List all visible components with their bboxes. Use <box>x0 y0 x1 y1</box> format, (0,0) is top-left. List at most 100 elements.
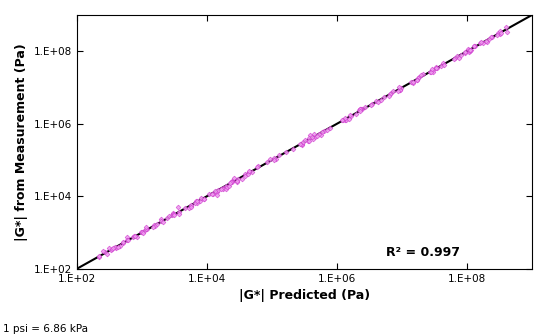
Point <box>275 152 284 157</box>
Point <box>308 135 317 140</box>
Point <box>211 188 219 193</box>
Point <box>409 80 417 86</box>
Point <box>245 169 253 174</box>
Point <box>170 212 178 217</box>
Point <box>475 41 484 46</box>
Point <box>222 186 230 191</box>
Point <box>432 65 441 71</box>
Point <box>224 183 233 188</box>
Point <box>130 233 138 239</box>
Point <box>298 142 307 148</box>
Point <box>374 99 382 105</box>
Point <box>389 89 398 94</box>
Point <box>230 175 238 181</box>
Point <box>150 223 159 229</box>
Point <box>219 186 228 191</box>
Point <box>208 191 217 197</box>
Point <box>455 55 463 60</box>
Point <box>461 50 470 56</box>
Point <box>102 251 111 257</box>
Point <box>484 37 493 42</box>
Point <box>465 47 474 53</box>
Point <box>295 142 304 147</box>
X-axis label: |G*| Predicted (Pa): |G*| Predicted (Pa) <box>239 289 370 302</box>
Point <box>439 62 448 67</box>
Point <box>463 46 472 51</box>
Point <box>346 114 355 119</box>
Point <box>157 218 166 224</box>
Point <box>95 254 103 259</box>
Point <box>222 183 230 188</box>
Point <box>482 38 491 43</box>
Point <box>385 93 393 99</box>
Point <box>371 99 380 104</box>
Point <box>129 234 137 239</box>
Point <box>187 203 196 209</box>
Point <box>461 49 470 54</box>
Point <box>101 249 109 254</box>
Point <box>496 29 504 34</box>
Point <box>469 43 478 48</box>
Point <box>470 44 479 49</box>
Point <box>395 87 404 92</box>
Point <box>301 138 310 143</box>
Point <box>418 71 427 76</box>
Point <box>131 233 139 239</box>
Point <box>149 225 158 230</box>
Point <box>476 39 485 45</box>
Point <box>209 191 218 197</box>
Point <box>227 180 236 185</box>
Point <box>483 39 492 45</box>
Point <box>298 142 306 147</box>
Point <box>175 209 184 215</box>
Point <box>288 146 297 151</box>
Point <box>94 255 103 260</box>
Point <box>325 126 334 131</box>
Point <box>318 130 327 135</box>
Point <box>457 52 465 57</box>
Point <box>116 243 125 249</box>
Point <box>341 118 350 123</box>
Point <box>339 117 347 122</box>
Point <box>167 212 176 217</box>
Point <box>243 171 252 177</box>
Point <box>496 31 504 37</box>
Point <box>282 149 290 155</box>
Point <box>152 222 161 227</box>
Point <box>315 131 324 136</box>
Y-axis label: |G*| from Measurement (Pa): |G*| from Measurement (Pa) <box>15 43 28 241</box>
Point <box>266 156 275 161</box>
Point <box>503 29 511 34</box>
Point <box>157 216 166 222</box>
Point <box>143 227 152 232</box>
Point <box>181 205 189 211</box>
Point <box>191 199 200 204</box>
Point <box>199 197 208 202</box>
Point <box>253 165 261 170</box>
Point <box>212 193 221 198</box>
Point <box>312 134 321 139</box>
Point <box>272 156 281 162</box>
Point <box>323 127 331 133</box>
Point <box>487 34 496 39</box>
Point <box>428 66 437 71</box>
Point <box>113 244 122 250</box>
Point <box>123 235 132 240</box>
Point <box>245 169 254 174</box>
Point <box>263 159 271 165</box>
Point <box>356 108 364 113</box>
Point <box>150 222 159 228</box>
Point <box>342 117 351 123</box>
Point <box>254 164 263 169</box>
Point <box>186 204 195 210</box>
Point <box>394 88 403 93</box>
Point <box>479 40 487 45</box>
Point <box>173 204 182 209</box>
Point <box>270 156 278 161</box>
Point <box>432 65 441 70</box>
Point <box>213 187 222 192</box>
Point <box>360 104 369 109</box>
Point <box>107 246 116 252</box>
Point <box>270 157 278 162</box>
Point <box>306 132 315 137</box>
